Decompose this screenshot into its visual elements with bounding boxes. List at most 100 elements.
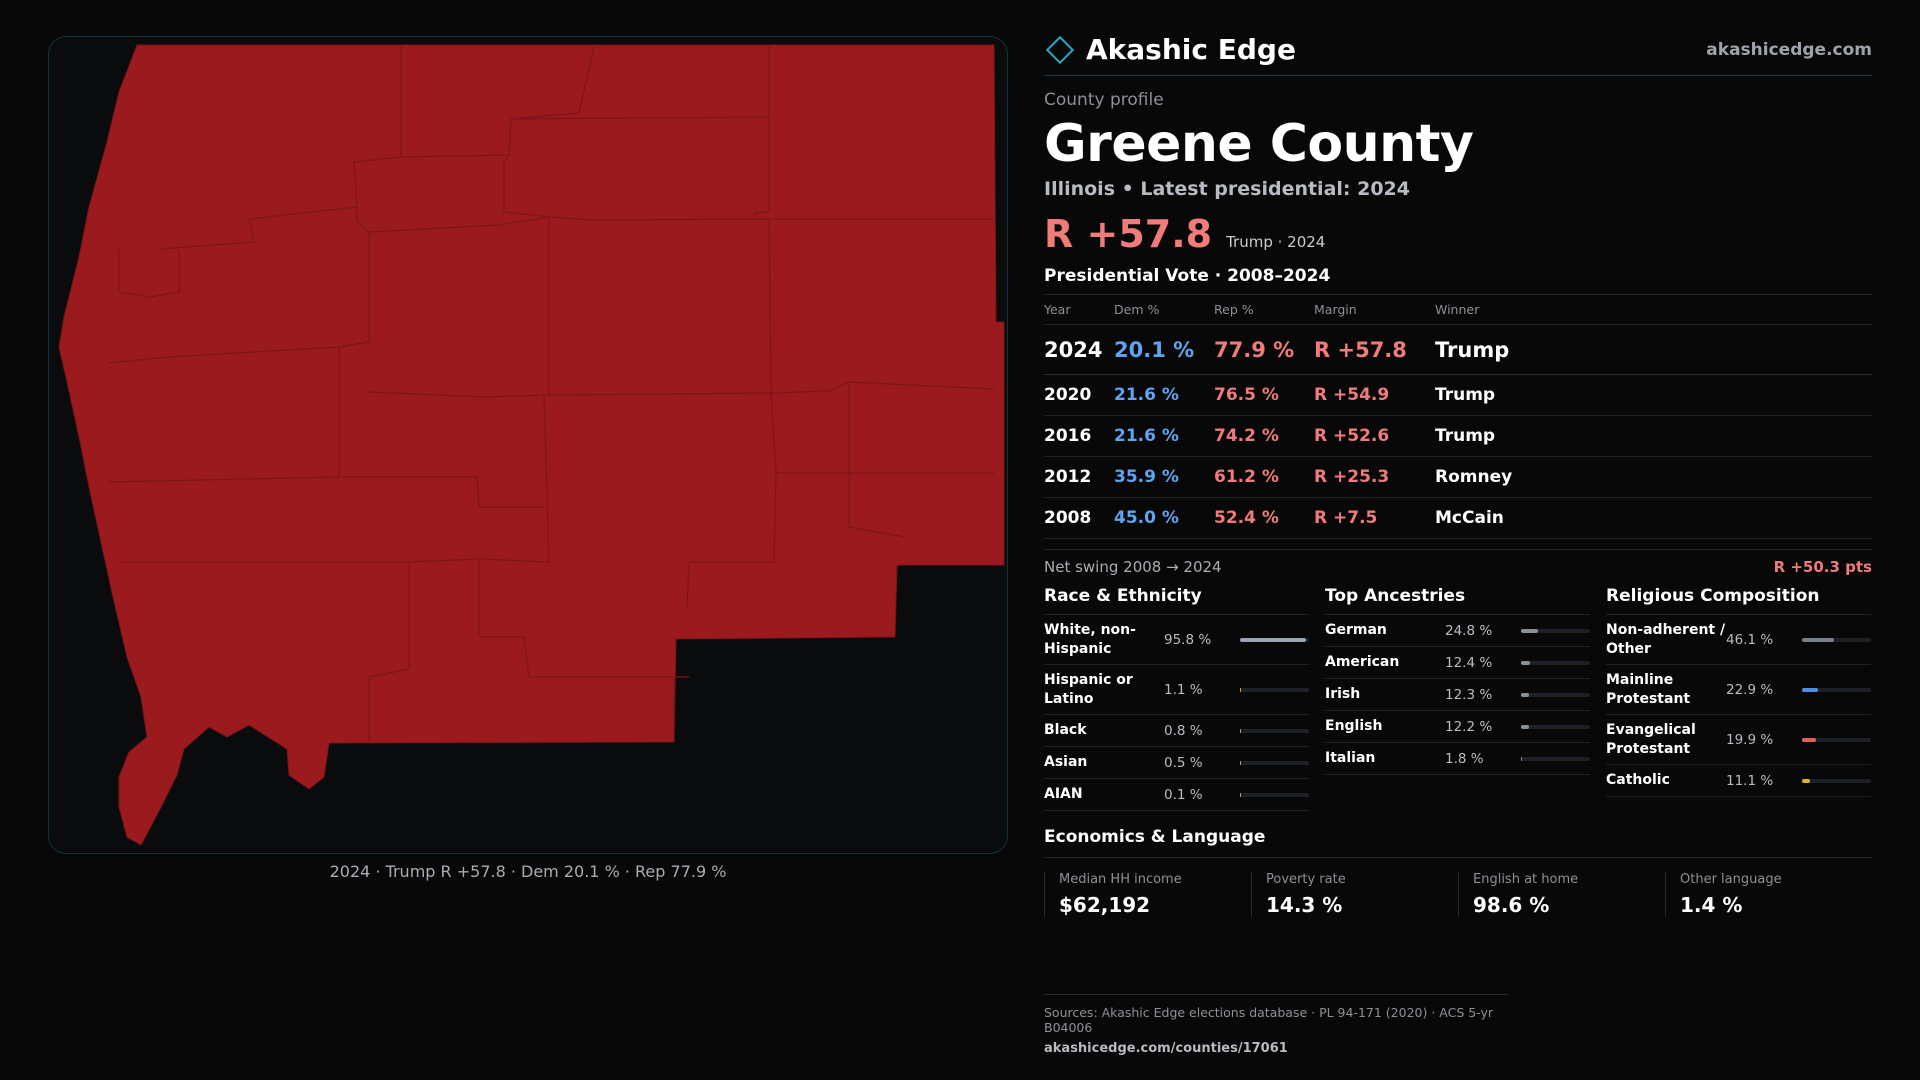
item-value: 19.9 % <box>1726 731 1774 748</box>
county-url-link[interactable]: akashicedge.com/counties/17061 <box>1044 1041 1288 1056</box>
cell-margin: R +54.9 <box>1314 374 1435 416</box>
headline-margin-row: R +57.8 Trump · 2024 <box>1044 212 1872 256</box>
item-value: 12.3 % <box>1445 686 1493 703</box>
economics-stats: Median HH income $62,192 Poverty rate 14… <box>1044 872 1872 917</box>
item-bar <box>1802 637 1871 642</box>
item-value: 24.8 % <box>1445 622 1493 639</box>
list-item: Mainline Protestant 22.9 % <box>1606 665 1871 715</box>
cell-margin: R +25.3 <box>1314 456 1435 498</box>
ancestries-panel: Top Ancestries German 24.8 % American 12… <box>1325 586 1590 811</box>
religion-panel: Religious Composition Non-adherent / Oth… <box>1606 586 1871 811</box>
cell-winner: Romney <box>1435 456 1872 498</box>
county-shape[interactable] <box>58 44 1005 846</box>
stat-poverty-rate: Poverty rate 14.3 % <box>1251 872 1458 917</box>
list-item: Asian 0.5 % <box>1044 747 1309 779</box>
item-value: 0.8 % <box>1164 722 1203 739</box>
cell-margin: R +7.5 <box>1314 497 1435 539</box>
net-swing-label: Net swing 2008 → 2024 <box>1044 558 1222 576</box>
cell-dem: 21.6 % <box>1114 415 1214 457</box>
list-item: Black 0.8 % <box>1044 715 1309 747</box>
list-item: German 24.8 % <box>1325 615 1590 647</box>
item-bar-fill <box>1521 660 1530 665</box>
item-value: 22.9 % <box>1726 681 1774 698</box>
presidential-vote-table: Year Dem % Rep % Margin Winner 2024 20.1… <box>1044 294 1872 539</box>
header-rep: Rep % <box>1214 294 1314 325</box>
cell-dem: 45.0 % <box>1114 497 1214 539</box>
cell-year: 2016 <box>1044 415 1114 457</box>
item-label: German <box>1325 622 1387 639</box>
item-label: Catholic <box>1606 772 1670 789</box>
list-item: Irish 12.3 % <box>1325 679 1590 711</box>
cell-winner: McCain <box>1435 497 1872 539</box>
item-bar <box>1521 628 1590 633</box>
item-bar <box>1240 687 1309 692</box>
item-bar <box>1521 756 1590 761</box>
item-bar-fill <box>1240 760 1242 765</box>
list-item: English 12.2 % <box>1325 711 1590 743</box>
header-dem: Dem % <box>1114 294 1214 325</box>
religion-title: Religious Composition <box>1606 586 1871 615</box>
item-label: Evangelical Protestant <box>1606 721 1696 757</box>
site-link[interactable]: akashicedge.com <box>1706 39 1872 60</box>
cell-rep: 52.4 % <box>1214 497 1314 539</box>
item-bar-fill <box>1802 737 1816 742</box>
item-value: 12.4 % <box>1445 654 1493 671</box>
item-bar <box>1521 692 1590 697</box>
stat-median-income: Median HH income $62,192 <box>1044 872 1251 917</box>
headline-margin-note: Trump · 2024 <box>1226 233 1326 251</box>
item-value: 0.1 % <box>1164 786 1203 803</box>
item-bar-fill <box>1240 792 1242 797</box>
item-bar-fill <box>1240 728 1242 733</box>
cell-year: 2024 <box>1044 324 1114 375</box>
cell-rep: 74.2 % <box>1214 415 1314 457</box>
stat-value: $62,192 <box>1059 893 1151 917</box>
list-item: Evangelical Protestant 19.9 % <box>1606 715 1871 765</box>
map-caption: 2024 · Trump R +57.8 · Dem 20.1 % · Rep … <box>329 862 727 881</box>
table-row: 2024 20.1 % 77.9 % R +57.8 Trump <box>1044 324 1872 375</box>
cell-dem: 20.1 % <box>1114 324 1214 375</box>
item-bar-fill <box>1802 687 1818 692</box>
stat-other-language: Other language 1.4 % <box>1665 872 1872 917</box>
item-label: Irish <box>1325 686 1361 703</box>
item-label: Non-adherent / Other <box>1606 621 1726 657</box>
item-value: 95.8 % <box>1164 631 1212 648</box>
stat-label: Median HH income <box>1059 872 1182 887</box>
brand[interactable]: Akashic Edge <box>1044 33 1296 66</box>
item-label: AIAN <box>1044 786 1083 803</box>
table-row: 2008 45.0 % 52.4 % R +7.5 McCain <box>1044 497 1872 539</box>
brand-name: Akashic Edge <box>1086 33 1296 66</box>
cell-winner: Trump <box>1435 324 1872 375</box>
stat-english-at-home: English at home 98.6 % <box>1458 872 1665 917</box>
item-label: Hispanic or Latino <box>1044 671 1133 707</box>
cell-dem: 21.6 % <box>1114 374 1214 416</box>
net-swing-row: Net swing 2008 → 2024 R +50.3 pts <box>1044 549 1872 576</box>
table-row: 2020 21.6 % 76.5 % R +54.9 Trump <box>1044 374 1872 416</box>
county-map-svg <box>58 44 1005 846</box>
item-bar <box>1802 737 1871 742</box>
item-bar-fill <box>1521 724 1530 729</box>
item-bar-fill <box>1521 692 1530 697</box>
ancestries-title: Top Ancestries <box>1325 586 1590 615</box>
county-map[interactable] <box>48 36 1008 854</box>
item-bar <box>1521 660 1590 665</box>
item-label: Asian <box>1044 754 1088 771</box>
page-title: Greene County <box>1044 114 1474 174</box>
stat-value: 1.4 % <box>1680 893 1743 917</box>
header-winner: Winner <box>1435 294 1872 325</box>
table-header-row: Year Dem % Rep % Margin Winner <box>1044 294 1872 325</box>
cell-rep: 61.2 % <box>1214 456 1314 498</box>
cell-year: 2012 <box>1044 456 1114 498</box>
item-bar-fill <box>1240 687 1242 692</box>
item-value: 12.2 % <box>1445 718 1493 735</box>
item-value: 11.1 % <box>1726 772 1774 789</box>
item-bar <box>1240 792 1309 797</box>
cell-dem: 35.9 % <box>1114 456 1214 498</box>
demographics-columns: Race & Ethnicity White, non-Hispanic 95.… <box>1044 586 1872 811</box>
item-label: Italian <box>1325 750 1376 767</box>
item-bar <box>1240 637 1309 642</box>
county-profile-panel: Akashic Edge akashicedge.com County prof… <box>1044 32 1872 917</box>
votes-section-title: Presidential Vote · 2008–2024 <box>1044 266 1331 286</box>
header-margin: Margin <box>1314 294 1435 325</box>
item-bar-fill <box>1521 756 1523 761</box>
item-label: English <box>1325 718 1383 735</box>
